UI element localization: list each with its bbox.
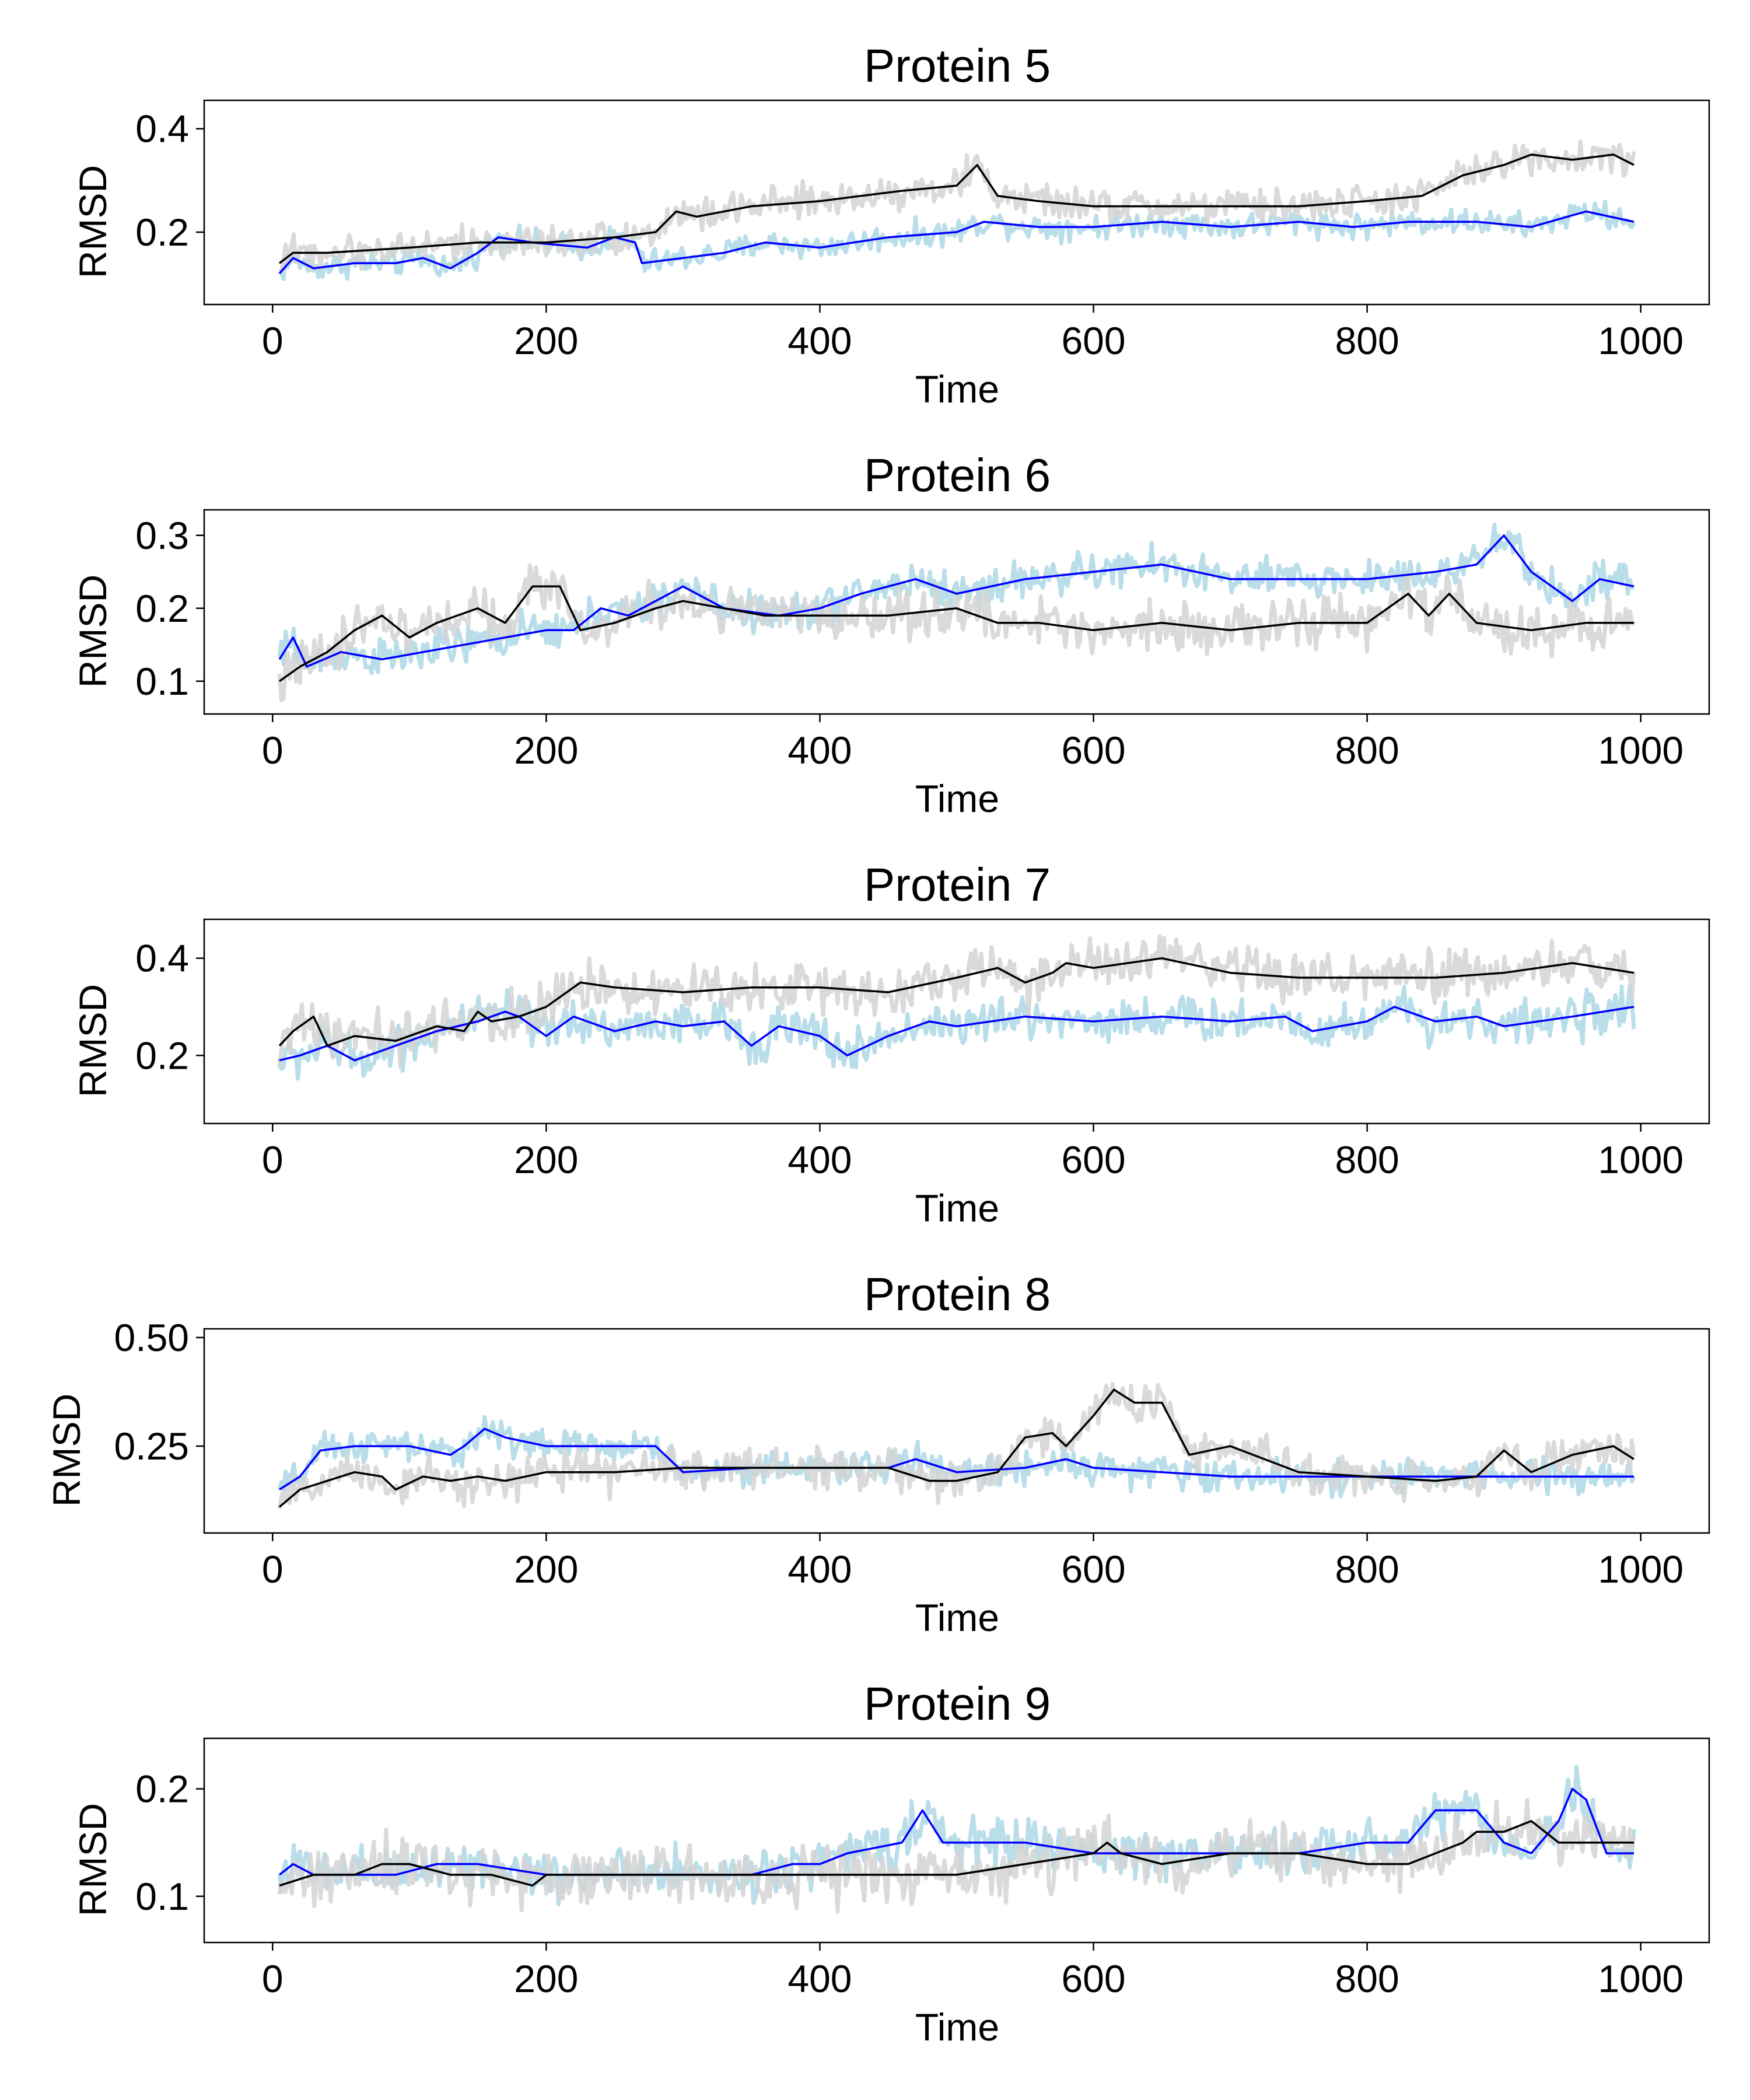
chart-title: Protein 8 — [864, 1268, 1051, 1320]
series-layer — [277, 1382, 1636, 1510]
axes-frame — [203, 509, 1710, 715]
x-axis-label: Time — [915, 1596, 999, 1639]
series-layer — [277, 934, 1636, 1081]
x-tick-label: 200 — [514, 729, 578, 772]
axes-frame — [203, 1737, 1710, 1944]
x-tick-label: 0 — [262, 1957, 284, 2000]
x-tick-label: 400 — [788, 319, 852, 362]
series-layer — [278, 139, 1636, 281]
axes-frame — [203, 1328, 1710, 1534]
chart-panel-protein-7: Protein 7 0 200 400 600 800 1000 0.2 0.4 Time R… — [71, 859, 1710, 1230]
y-axis-label: RMSD — [71, 1803, 114, 1916]
chart-panel-protein-5: Protein 5 0 200 400 600 800 1000 0.2 0.4 Time R… — [71, 40, 1710, 411]
x-tick-label: 600 — [1061, 319, 1125, 362]
x-axis-label: Time — [915, 1186, 999, 1230]
smoothed-line-series-2 — [278, 153, 1634, 264]
raw-trace-series-2 — [279, 139, 1636, 274]
x-tick-label: 0 — [262, 1138, 284, 1181]
x-tick-label: 400 — [788, 1957, 852, 2000]
x-tick-label: 1000 — [1598, 1138, 1684, 1181]
x-tick-label: 0 — [262, 319, 284, 362]
raw-trace-series-2 — [277, 1798, 1636, 1914]
x-tick-label: 200 — [514, 1138, 578, 1181]
y-tick-label: 0.4 — [135, 107, 189, 150]
smoothed-line-series-1 — [279, 1006, 1634, 1062]
y-tick-label: 0.3 — [135, 514, 189, 557]
y-tick-label: 0.1 — [135, 1875, 189, 1918]
x-tick-label: 800 — [1335, 1548, 1399, 1591]
x-axis-label: Time — [915, 368, 999, 411]
chart-panel-protein-9: Protein 9 0 200 400 600 800 1000 0.1 0.2 Time R… — [71, 1678, 1710, 2049]
x-tick-label: 200 — [514, 1548, 578, 1591]
x-tick-label: 800 — [1335, 319, 1399, 362]
x-tick-label: 1000 — [1598, 729, 1684, 772]
chart-title: Protein 7 — [864, 859, 1051, 911]
x-tick-label: 600 — [1061, 1548, 1125, 1591]
chart-panel-protein-8: Protein 8 0 200 400 600 800 1000 0.25 0.50 Time… — [45, 1268, 1710, 1639]
y-tick-label: 0.2 — [135, 1034, 189, 1077]
x-axis-label: Time — [915, 2006, 999, 2049]
x-axis-label: Time — [915, 777, 999, 820]
axes-frame — [203, 99, 1710, 306]
smoothed-line-series-2 — [278, 585, 1634, 682]
chart-title: Protein 9 — [864, 1678, 1051, 1730]
x-tick-label: 800 — [1335, 729, 1399, 772]
x-tick-label: 600 — [1061, 729, 1125, 772]
y-tick-label: 0.50 — [114, 1316, 189, 1359]
x-tick-label: 200 — [514, 1957, 578, 2000]
chart-title: Protein 6 — [864, 449, 1051, 501]
y-axis-label: RMSD — [71, 165, 114, 278]
y-tick-label: 0.25 — [114, 1424, 189, 1468]
x-tick-label: 0 — [262, 1548, 284, 1591]
y-axis-label: RMSD — [45, 1394, 88, 1507]
x-tick-label: 800 — [1335, 1138, 1399, 1181]
x-tick-label: 1000 — [1598, 1957, 1684, 2000]
smoothed-line-series-2 — [278, 957, 1634, 1047]
raw-trace-series-2 — [277, 934, 1636, 1069]
series-layer — [277, 1765, 1636, 1914]
x-tick-label: 1000 — [1598, 1548, 1684, 1591]
series-layer — [277, 522, 1636, 702]
x-tick-label: 600 — [1061, 1957, 1125, 2000]
x-tick-label: 200 — [514, 319, 578, 362]
x-tick-label: 400 — [788, 729, 852, 772]
x-tick-label: 600 — [1061, 1138, 1125, 1181]
chart-panel-protein-6: Protein 6 0 200 400 600 800 1000 0.1 0.2 0.3 Tim… — [71, 449, 1710, 820]
raw-trace-series-2 — [277, 1382, 1636, 1510]
smoothed-line-series-1 — [278, 534, 1634, 668]
y-axis-label: RMSD — [71, 984, 114, 1097]
y-axis-label: RMSD — [71, 575, 114, 688]
axes-frame — [203, 918, 1710, 1125]
y-tick-label: 0.2 — [135, 211, 189, 254]
smoothed-line-series-2 — [279, 1820, 1634, 1887]
x-tick-label: 1000 — [1598, 319, 1684, 362]
raw-trace-series-1 — [277, 984, 1636, 1081]
y-tick-label: 0.2 — [135, 587, 189, 630]
smoothed-line-series-2 — [278, 1388, 1634, 1508]
y-tick-label: 0.1 — [135, 660, 189, 703]
chart-title: Protein 5 — [864, 40, 1051, 92]
y-tick-label: 0.2 — [135, 1768, 189, 1811]
x-tick-label: 800 — [1335, 1957, 1399, 2000]
smoothed-line-series-1 — [278, 210, 1634, 274]
x-tick-label: 400 — [788, 1548, 852, 1591]
x-tick-label: 0 — [262, 729, 284, 772]
smoothed-line-series-1 — [278, 1787, 1634, 1876]
y-tick-label: 0.4 — [135, 937, 189, 980]
x-tick-label: 400 — [788, 1138, 852, 1181]
